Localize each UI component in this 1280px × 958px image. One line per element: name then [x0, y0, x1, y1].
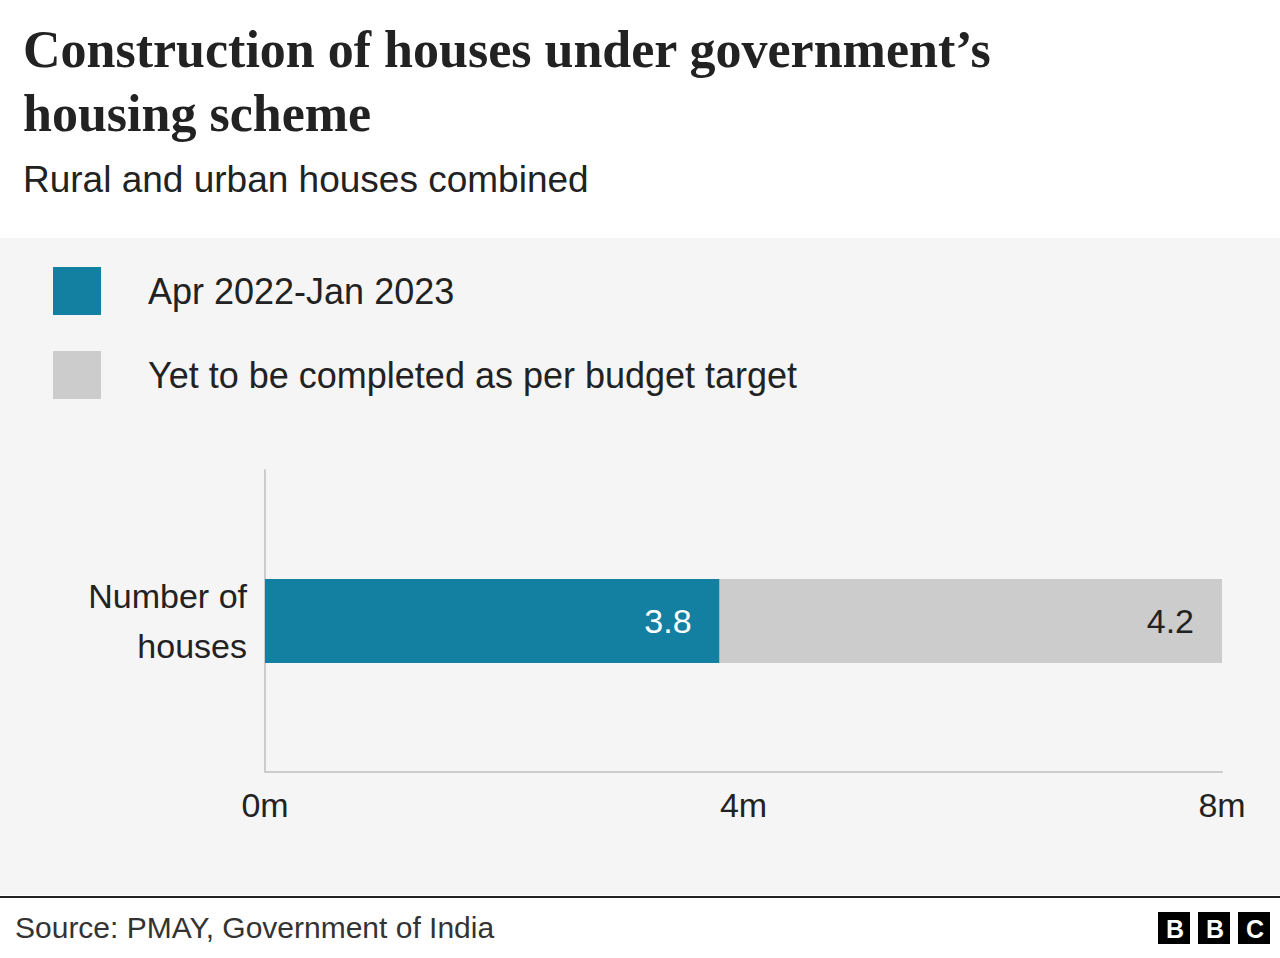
svg-text:B: B	[1206, 915, 1224, 943]
svg-text:4.2: 4.2	[1147, 602, 1194, 640]
svg-text:Apr 2022-Jan 2023: Apr 2022-Jan 2023	[148, 271, 454, 312]
svg-text:Construction of houses under g: Construction of houses under government’…	[23, 21, 1004, 78]
svg-text:Number of: Number of	[88, 577, 247, 615]
svg-text:B: B	[1166, 915, 1184, 943]
svg-text:Rural and urban houses combine: Rural and urban houses combined	[23, 159, 589, 200]
svg-text:Yet to be completed as per bud: Yet to be completed as per budget target	[148, 355, 797, 396]
svg-text:Source: PMAY, Government of In: Source: PMAY, Government of India	[15, 911, 494, 944]
svg-text:0m: 0m	[241, 786, 288, 824]
svg-text:houses: houses	[128, 627, 247, 665]
svg-text:C: C	[1246, 915, 1264, 943]
svg-text:housing scheme: housing scheme	[23, 85, 371, 142]
svg-text:3.8: 3.8	[644, 602, 691, 640]
svg-text:4m: 4m	[720, 786, 767, 824]
svg-text:8m: 8m	[1198, 786, 1245, 824]
